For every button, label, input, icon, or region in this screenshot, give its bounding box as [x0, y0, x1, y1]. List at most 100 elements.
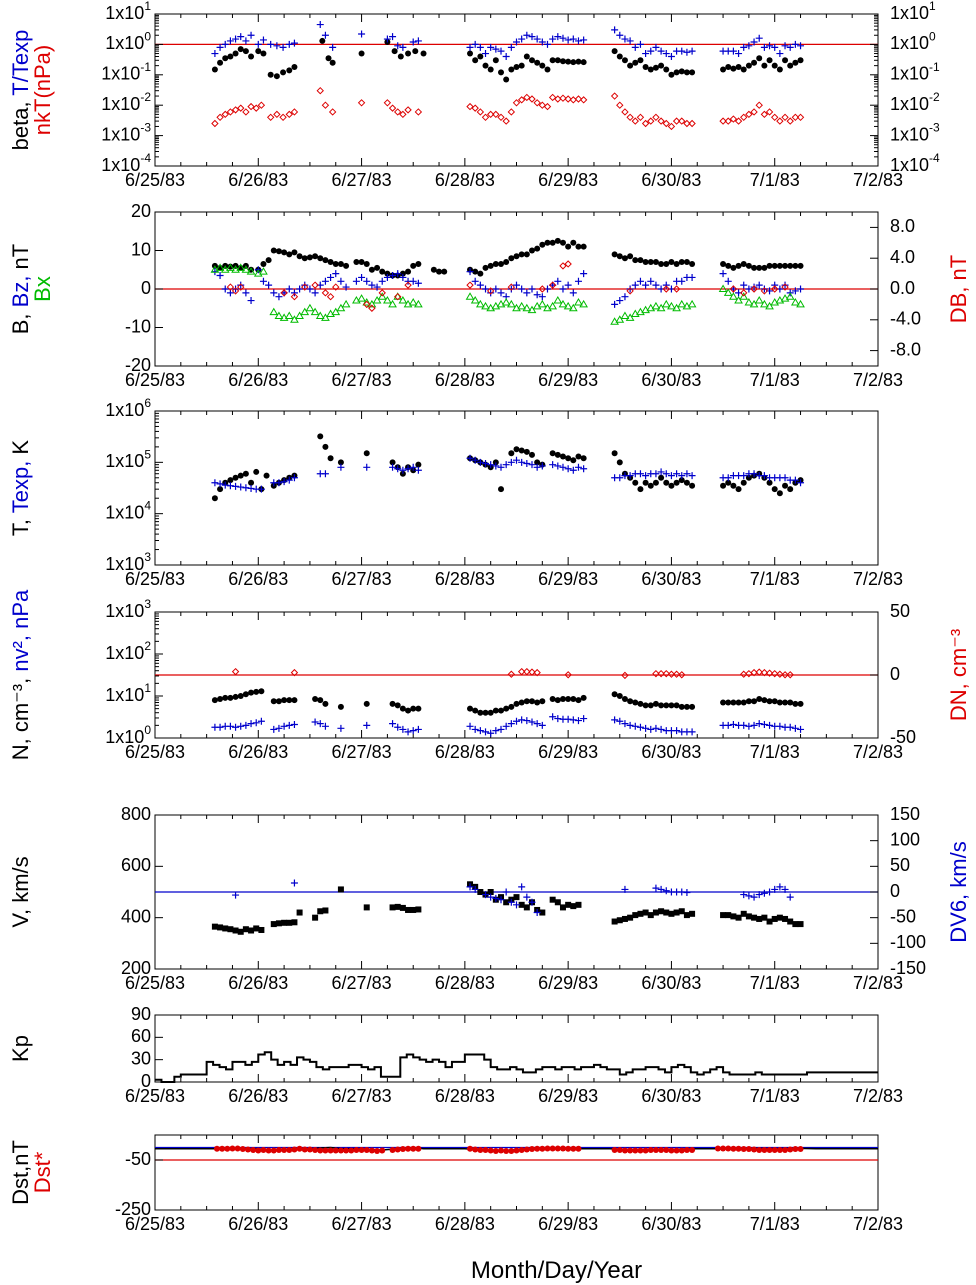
- data-point: [472, 268, 479, 275]
- data-point: [549, 695, 556, 702]
- data-point: [776, 1147, 783, 1153]
- data-point: [771, 698, 778, 705]
- data-point: [663, 479, 670, 486]
- data-point: [322, 443, 329, 450]
- data-point: [405, 906, 412, 913]
- data-point: [487, 66, 494, 73]
- data-point: [237, 33, 245, 41]
- data-point: [394, 903, 401, 910]
- data-point: [475, 299, 485, 308]
- data-point: [611, 251, 618, 258]
- data-point: [492, 57, 499, 64]
- data-point: [668, 910, 675, 917]
- data-point: [482, 709, 489, 716]
- data-point: [394, 1146, 401, 1153]
- data-point: [275, 698, 282, 705]
- data-point: [523, 904, 530, 911]
- data-point: [399, 270, 406, 277]
- data-point: [513, 717, 520, 725]
- data-point: [470, 296, 480, 304]
- data-point: [751, 698, 758, 705]
- x-tick-label: 6/30/83: [641, 569, 701, 589]
- x-tick-label: 6/30/83: [641, 1214, 701, 1234]
- data-point: [533, 668, 541, 677]
- data-point: [616, 253, 623, 260]
- data-point: [787, 62, 794, 69]
- data-point: [518, 447, 525, 454]
- data-point: [751, 914, 758, 921]
- data-point: [652, 470, 660, 478]
- data-point: [232, 891, 240, 899]
- series-blue-plus: [211, 713, 805, 737]
- series-black-dot: [211, 688, 804, 716]
- data-point: [414, 279, 422, 287]
- data-point: [554, 277, 562, 285]
- data-point: [389, 1147, 396, 1153]
- y-tick-label: 0: [141, 278, 151, 298]
- data-point: [750, 285, 758, 293]
- data-point: [211, 50, 219, 58]
- right-axis-label: DB, nT: [946, 255, 971, 323]
- data-point: [782, 57, 789, 64]
- y-tick-label: 0: [141, 1071, 151, 1091]
- data-point: [756, 55, 763, 62]
- data-point: [688, 273, 696, 281]
- data-point: [570, 1145, 577, 1152]
- data-point: [678, 47, 686, 55]
- x-tick-label: 7/2/83: [853, 569, 903, 589]
- data-point: [237, 928, 244, 935]
- data-point: [221, 285, 229, 293]
- data-point: [267, 40, 275, 48]
- data-point: [257, 485, 265, 493]
- data-point: [652, 724, 660, 732]
- data-point: [270, 247, 277, 254]
- data-point: [296, 909, 303, 916]
- x-tick-label: 6/26/83: [228, 1214, 288, 1234]
- y-tick-label: 1x102: [105, 639, 151, 663]
- data-point: [358, 30, 366, 38]
- data-point: [673, 909, 680, 916]
- data-point: [771, 281, 779, 289]
- data-point: [472, 1146, 479, 1153]
- data-point: [791, 476, 799, 484]
- data-point: [492, 1148, 499, 1154]
- data-point: [667, 301, 676, 310]
- data-point: [481, 301, 490, 310]
- x-tick-label: 6/26/83: [228, 370, 288, 390]
- data-point: [689, 69, 696, 76]
- y-axis-label-part: beta,: [8, 96, 33, 151]
- data-point: [285, 110, 293, 119]
- data-point: [405, 268, 412, 275]
- data-point: [232, 482, 240, 490]
- data-point: [636, 40, 644, 48]
- data-point: [247, 31, 255, 39]
- data-point: [409, 38, 417, 46]
- data-point: [661, 299, 671, 308]
- data-point: [227, 263, 234, 270]
- series-blue-plus: [211, 21, 805, 60]
- y-axis-label-part: N, cm⁻³,: [8, 672, 33, 761]
- data-point: [528, 95, 536, 103]
- data-point: [405, 707, 412, 714]
- data-point: [745, 913, 752, 920]
- data-point: [290, 108, 299, 116]
- data-point: [216, 272, 224, 280]
- data-point: [683, 69, 690, 76]
- data-point: [239, 1146, 246, 1152]
- data-point: [559, 695, 566, 702]
- data-point: [730, 264, 737, 271]
- data-point: [221, 110, 229, 119]
- data-point: [750, 38, 758, 46]
- data-point: [394, 270, 402, 278]
- x-tick-label: 7/2/83: [853, 170, 903, 190]
- x-tick-label: 6/25/83: [125, 1214, 185, 1234]
- data-point: [232, 285, 240, 293]
- data-point: [559, 58, 566, 65]
- data-point: [394, 108, 402, 116]
- data-point: [383, 99, 392, 107]
- data-point: [610, 92, 619, 100]
- data-point: [513, 64, 520, 71]
- data-point: [430, 266, 437, 273]
- data-point: [538, 293, 546, 301]
